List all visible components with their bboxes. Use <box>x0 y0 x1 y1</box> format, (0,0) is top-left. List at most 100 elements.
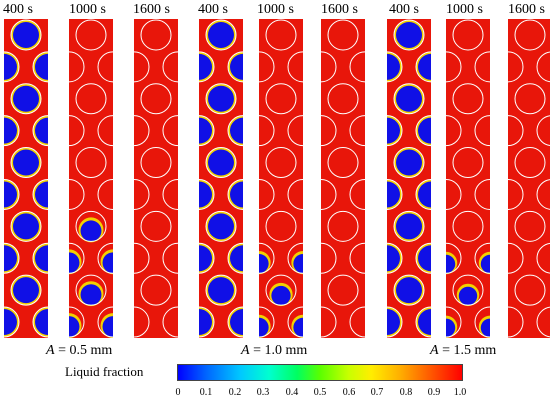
colorbar-tick: 0.3 <box>256 387 270 398</box>
capsule-outline <box>452 83 484 115</box>
amplitude-label: A = 1.5 mm <box>430 343 497 358</box>
capsule <box>508 178 524 210</box>
capsule <box>162 242 178 274</box>
capsule-outline <box>415 51 431 83</box>
capsule <box>227 242 243 274</box>
solid-pcm <box>35 181 48 208</box>
solid-pcm <box>418 117 431 144</box>
capsule <box>446 115 462 147</box>
capsule <box>32 306 48 338</box>
capsule-outline <box>75 19 107 51</box>
capsule <box>97 178 113 210</box>
solid-pcm <box>230 245 243 272</box>
capsule <box>452 210 484 242</box>
capsule-outline <box>327 147 359 179</box>
capsule <box>140 147 172 179</box>
solid-pcm <box>199 245 212 272</box>
capsule <box>287 242 303 275</box>
capsule-outline <box>415 178 431 210</box>
colorbar-tick: 0.4 <box>285 387 299 398</box>
capsule-outline <box>508 178 524 210</box>
capsule-outline <box>514 19 546 51</box>
solid-pcm <box>13 213 39 240</box>
capsule-outline <box>97 306 113 338</box>
capsule <box>32 178 48 210</box>
capsule <box>199 242 215 274</box>
capsule <box>452 274 484 307</box>
capsule <box>97 242 113 275</box>
capsule-outline <box>140 210 172 242</box>
time-label: 1000 s <box>69 2 106 17</box>
capsule-outline <box>508 306 524 338</box>
capsule <box>287 115 303 147</box>
solid-pcm <box>387 53 400 80</box>
capsule-outline <box>327 19 359 51</box>
colorbar-tick: 0.9 <box>427 387 441 398</box>
capsule <box>134 306 150 338</box>
capsule-outline <box>508 242 524 274</box>
capsule-outline <box>321 178 337 210</box>
capsule <box>4 51 20 83</box>
solid-pcm <box>458 286 478 306</box>
capsule-outline <box>10 274 42 306</box>
solid-pcm <box>102 252 113 274</box>
capsule <box>393 147 425 179</box>
colorbar-tick: 0.6 <box>342 387 356 398</box>
capsule-outline <box>10 19 42 51</box>
capsule <box>265 274 297 307</box>
capsule-outline <box>474 51 490 83</box>
capsule <box>446 51 462 83</box>
capsule <box>199 178 215 210</box>
colorbar <box>177 364 463 381</box>
capsule-outline <box>387 242 403 274</box>
capsule-outline <box>287 306 303 338</box>
capsule-outline <box>4 242 20 274</box>
solid-pcm <box>102 316 113 338</box>
capsule <box>474 306 490 338</box>
snapshot-column <box>387 19 431 338</box>
colorbar-tick: 1.0 <box>453 387 467 398</box>
snapshot-column <box>508 19 550 338</box>
solid-pcm <box>69 316 80 338</box>
capsule <box>10 147 42 179</box>
solid-pcm <box>13 21 39 48</box>
capsule <box>10 274 42 306</box>
capsule-outline <box>393 147 425 179</box>
capsule <box>4 178 20 210</box>
capsule-outline <box>327 83 359 115</box>
capsule <box>452 83 484 115</box>
solid-pcm <box>387 117 400 144</box>
capsule-outline <box>415 115 431 147</box>
capsule-outline <box>393 19 425 51</box>
capsule <box>10 210 42 242</box>
capsule <box>349 242 365 274</box>
solid-pcm <box>230 117 243 144</box>
capsule-outline <box>415 242 431 274</box>
capsule <box>349 178 365 210</box>
capsule <box>265 210 297 242</box>
capsule-outline <box>321 306 337 338</box>
time-label: 400 s <box>198 2 228 17</box>
capsule-outline <box>265 19 297 51</box>
capsule <box>321 115 337 147</box>
solid-pcm <box>199 53 212 80</box>
capsule-outline <box>75 210 107 242</box>
capsule <box>140 83 172 115</box>
solid-pcm <box>387 309 400 336</box>
capsule-outline <box>514 83 546 115</box>
capsule-outline <box>134 242 150 274</box>
capsule-outline <box>259 51 275 83</box>
capsule <box>134 115 150 147</box>
amplitude-label: A = 0.5 mm <box>46 343 113 358</box>
capsule <box>227 178 243 210</box>
capsule-outline <box>32 242 48 274</box>
capsule <box>321 51 337 83</box>
capsule <box>4 306 20 338</box>
capsule-outline <box>4 178 20 210</box>
capsule <box>536 115 550 147</box>
capsule-outline <box>97 242 113 274</box>
capsule-outline <box>536 179 550 210</box>
capsule <box>265 83 297 115</box>
colorbar-tick: 0 <box>175 387 181 398</box>
capsule-outline <box>508 51 524 83</box>
